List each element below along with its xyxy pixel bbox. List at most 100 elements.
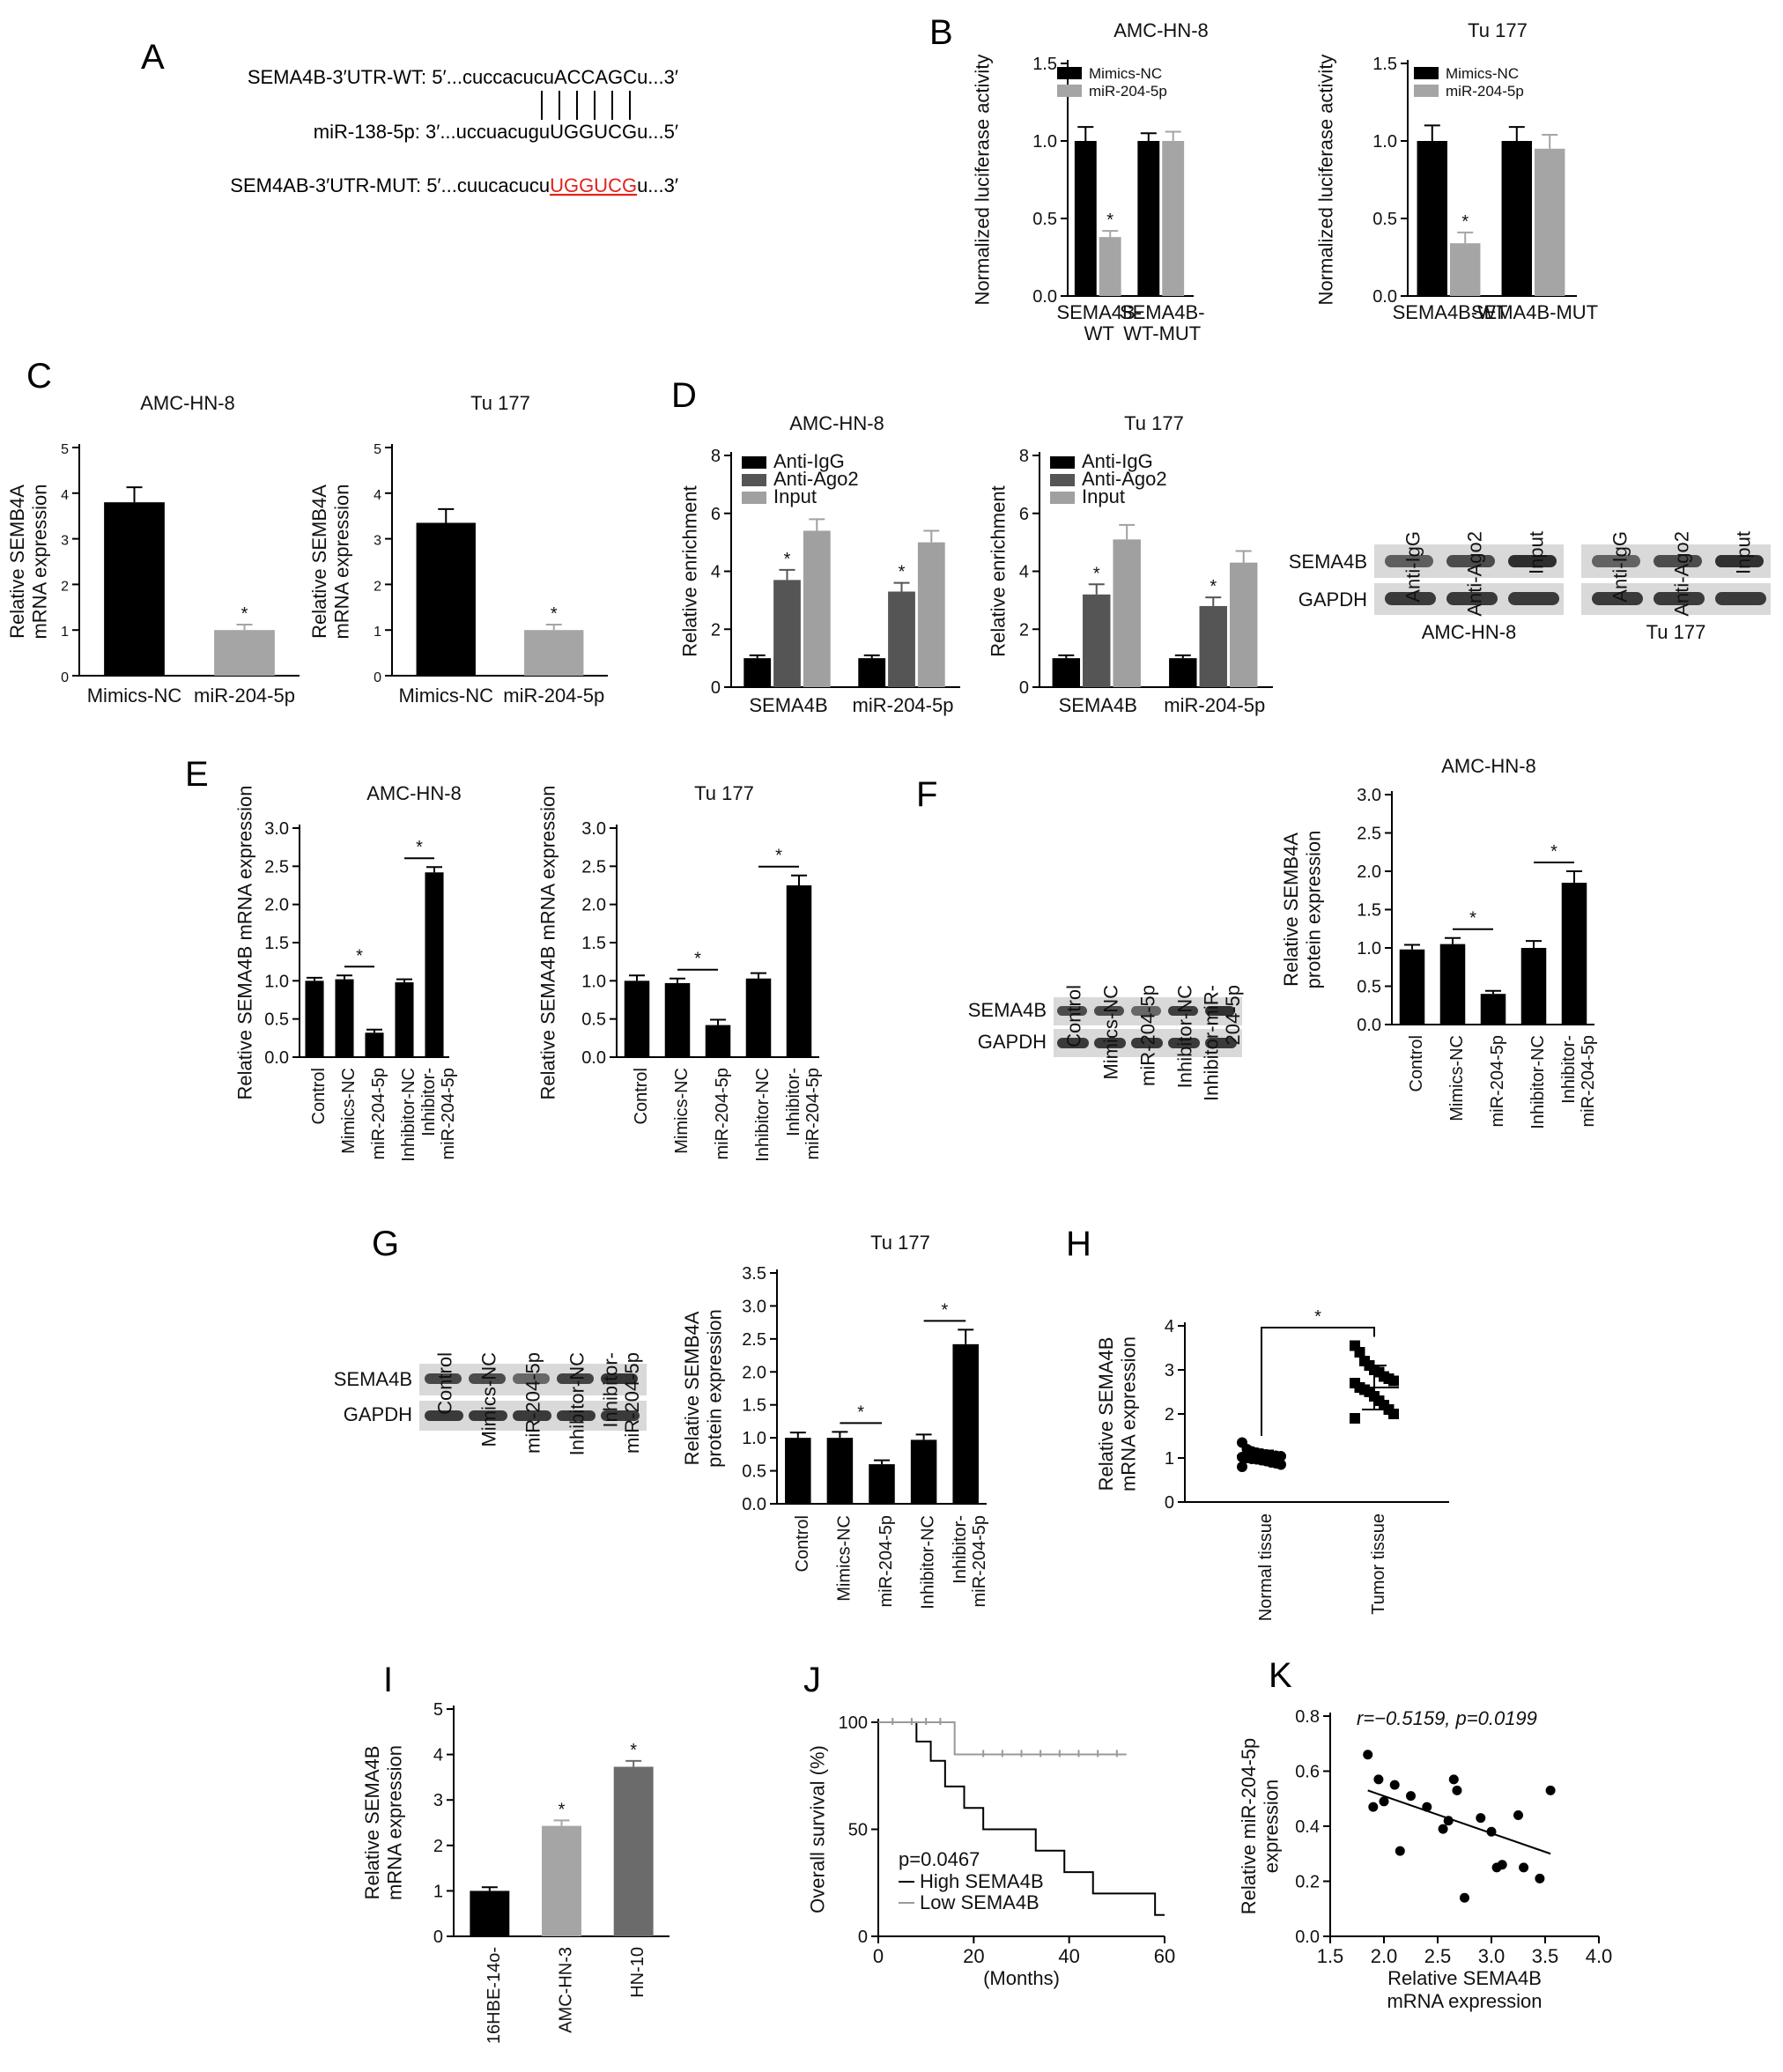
y-axis-label-line: mRNA expression	[28, 484, 50, 639]
significance-star: *	[942, 1300, 949, 1320]
data-point	[1519, 1862, 1529, 1873]
bar	[104, 502, 165, 676]
chart-b-amc: 0.0 0.5 1.0 1.5 AMC-HN-8 Normalized luciferas…	[972, 19, 1209, 344]
blot-band	[1131, 1006, 1161, 1016]
x-tick-label-line: Control	[1407, 1035, 1426, 1092]
data-point	[1389, 1780, 1400, 1790]
data-point	[1406, 1791, 1416, 1802]
blot-lane-label: Mimics-NC	[478, 1352, 500, 1447]
bar	[744, 658, 772, 687]
y-tick-label: 4	[61, 488, 69, 503]
legend-swatch	[742, 456, 766, 469]
western-blot-f: SEMA4B GAPDH Control Mimics-NC miR-204-5p Inh…	[968, 985, 1244, 1101]
bar	[1439, 944, 1466, 1025]
y-tick-label: 5	[61, 442, 69, 457]
panel-letter-h: H	[1066, 1225, 1091, 1263]
chart-g-tu177: 0.0 0.5 1.0 1.5 2.0 2.5 3.0 3.5 Tu 177 Relative S…	[681, 1232, 989, 1610]
x-tick-label: Mimics-NC	[339, 1068, 359, 1154]
y-axis-label-line: mRNA expression	[383, 1745, 405, 1900]
blot-lane-label: Anti-Ago2	[1464, 531, 1486, 617]
blot-lane-label: Input	[1526, 531, 1548, 574]
y-axis-label-line: Relative SEMA4B mRNA expression	[537, 785, 559, 1099]
bar	[1199, 605, 1227, 687]
data-point	[1497, 1860, 1507, 1870]
y-axis-label-line: protein expression	[703, 1309, 725, 1468]
x-tick-label-line: SEMA4B-	[1056, 301, 1142, 323]
bar	[1480, 994, 1506, 1025]
chart-title: AMC-HN-8	[1441, 755, 1536, 777]
y-tick-label: 5	[374, 442, 381, 457]
x-axis-label: (Months)	[983, 1967, 1060, 1989]
chart-i-celllines: 0 1 2 3 4 5 Relative SEMA4BmRNA expression 16HB…	[361, 1700, 670, 2044]
y-tick-label: 2.5	[264, 857, 289, 877]
x-tick-label-line: Inhibitor-	[951, 1515, 970, 1584]
y-axis-label-group: Relative SEMB4AmRNA expression	[6, 484, 50, 639]
significance-star: *	[784, 550, 791, 569]
significance-star: *	[899, 563, 906, 582]
x-tick-label: Normal tissue	[1256, 1513, 1276, 1621]
x-tick-label: SEMA4B	[1059, 694, 1137, 716]
x-tick-label: Control	[632, 1068, 651, 1124]
y-axis-label: Relative SEMA4B mRNA expression	[234, 785, 256, 1099]
bar	[1535, 148, 1565, 296]
data-point	[1350, 1413, 1360, 1424]
x-tick-label-line: AMC-HN-3	[557, 1947, 576, 2033]
bar	[524, 630, 584, 676]
y-tick-label: 3.0	[264, 819, 289, 839]
y-axis-label: Relative miR-204-5pexpression	[1238, 1738, 1282, 1915]
significance-star: *	[775, 847, 782, 866]
y-tick-label: 0	[1165, 1493, 1174, 1513]
blot-band	[469, 1373, 506, 1384]
blot-band	[1446, 592, 1498, 605]
x-tick-label: 60	[1154, 1945, 1175, 1967]
blot-lane-label-group: Input	[1526, 531, 1548, 574]
x-tick-label-line: miR-204-5p	[369, 1068, 388, 1159]
significance-star: *	[1093, 564, 1100, 583]
x-tick-label: Inhibitor-miR-204-5p	[951, 1515, 989, 1607]
data-point	[1379, 1796, 1389, 1807]
legend-label: Anti-IgG	[773, 450, 845, 472]
y-tick-label: 1.0	[581, 972, 606, 991]
y-tick-label: 2	[1019, 620, 1029, 640]
x-tick-label-group: miR-204-5p	[369, 1068, 388, 1159]
x-tick-label-line: miR-204-5p	[803, 1068, 823, 1159]
x-tick-label-line: miR-204-5p	[194, 684, 295, 707]
bar	[395, 982, 414, 1057]
blot-row-label: GAPDH	[1298, 588, 1367, 610]
panel-letter-f: F	[916, 775, 937, 814]
y-axis-label: Relative enrichment	[988, 485, 1010, 656]
x-tick-label-group: Inhibitor-NC	[753, 1068, 773, 1162]
y-axis-label-line: Relative SEMB4A	[308, 485, 330, 639]
blot-lane-label-line: Mimics-NC	[1100, 985, 1122, 1080]
seq-mut-seed: UGGUCG	[550, 174, 637, 196]
y-axis-label-group: Normalized luciferase activity	[972, 55, 994, 306]
x-tick-label-line: WT-MUT	[1123, 322, 1201, 344]
y-axis-label-group: Relative enrichment	[988, 485, 1010, 656]
y-axis-label-line: mRNA expression	[330, 484, 352, 639]
x-tick-label-group: Mimics-NC	[1447, 1035, 1467, 1121]
legend-swatch	[742, 492, 766, 504]
blot-lane-label-line: Inhibitor-NC	[566, 1352, 588, 1455]
chart-f-amc: 0.0 0.5 1.0 1.5 2.0 2.5 3.0 AMC-HN-8 Relative SE…	[1280, 755, 1598, 1129]
y-tick-label: 0.0	[1295, 1928, 1320, 1947]
x-tick-label-line: Mimics-NC	[339, 1068, 359, 1154]
blot-band	[1094, 1006, 1124, 1016]
y-tick-label: 2.0	[742, 1363, 766, 1382]
y-tick-label: 0.5	[1032, 210, 1057, 229]
chart-d-amc: 0 2 4 6 8 AMC-HN-8 Relative enrichment SEMA4B mi…	[679, 412, 960, 716]
x-tick-label-group: Control	[1407, 1035, 1426, 1092]
x-tick-label: Control	[309, 1068, 329, 1124]
blot-lane-label-line: 204-5p	[1222, 985, 1244, 1046]
y-axis-label-group: Relative enrichment	[679, 485, 701, 656]
x-tick-label: 2.5	[1424, 1945, 1452, 1967]
x-tick-label-line: SEMA4B-MUT	[1471, 301, 1598, 323]
blot-lane-label-group: Inhibitor-NC	[566, 1352, 588, 1455]
blot-lane-label-group: Anti-Ago2	[1464, 531, 1486, 617]
legend-label: miR-204-5p	[1089, 83, 1167, 100]
y-axis-label-line: Relative SEMB4A	[1280, 832, 1302, 987]
y-tick-label: 3.0	[742, 1297, 766, 1316]
y-axis-label: Relative SEMB4AmRNA expression	[308, 484, 352, 639]
x-tick-label-line: Mimics-NC	[1447, 1035, 1467, 1121]
bar	[1450, 243, 1481, 296]
bar	[1229, 562, 1258, 687]
